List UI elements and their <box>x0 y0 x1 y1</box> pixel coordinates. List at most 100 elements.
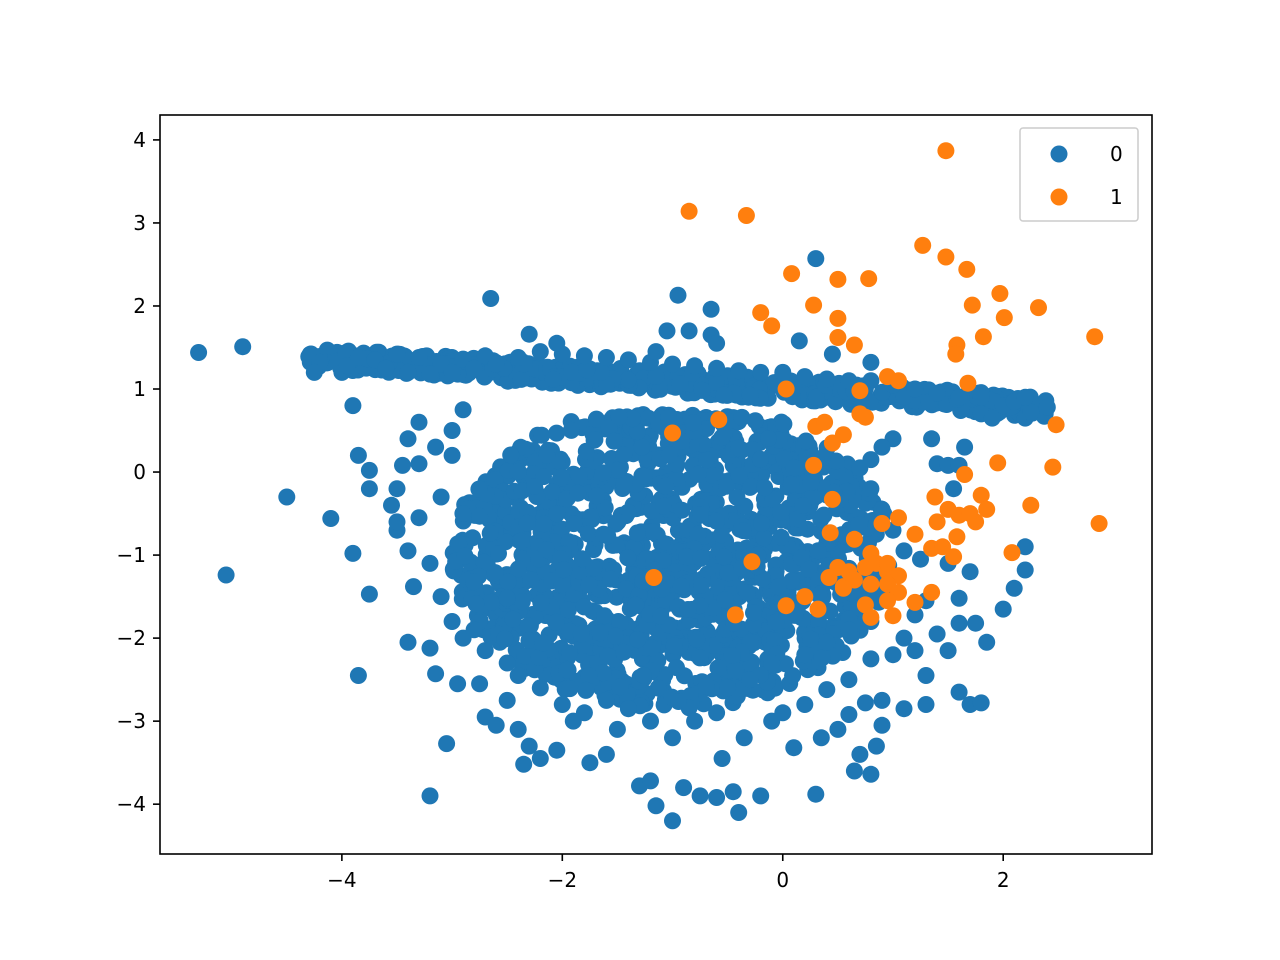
point-series-1 <box>829 309 847 327</box>
point-series-0 <box>515 755 533 773</box>
point-series-0 <box>818 633 836 651</box>
point-series-0 <box>470 480 488 498</box>
point-series-0 <box>719 564 737 582</box>
point-series-1 <box>967 513 985 531</box>
x-tick-label: 2 <box>997 868 1010 892</box>
point-series-0 <box>399 542 417 560</box>
point-series-0 <box>322 510 340 527</box>
point-series-0 <box>487 355 505 373</box>
point-series-0 <box>895 629 913 647</box>
point-series-0 <box>456 547 474 565</box>
point-series-0 <box>586 431 604 449</box>
point-series-1 <box>809 600 827 618</box>
point-series-1 <box>862 608 880 626</box>
point-series-1 <box>948 528 966 546</box>
point-series-0 <box>486 564 504 582</box>
point-series-0 <box>513 593 531 611</box>
point-series-0 <box>851 459 869 477</box>
point-series-0 <box>520 631 538 649</box>
point-series-0 <box>967 614 985 632</box>
point-series-0 <box>627 596 645 614</box>
point-series-0 <box>592 363 610 381</box>
point-series-0 <box>827 452 845 470</box>
point-series-0 <box>689 465 707 483</box>
point-series-1 <box>879 554 896 572</box>
point-series-1 <box>926 488 944 506</box>
point-series-0 <box>610 408 628 426</box>
point-series-0 <box>950 614 968 632</box>
point-series-0 <box>895 542 913 560</box>
point-series-0 <box>660 446 678 464</box>
point-series-0 <box>388 513 406 531</box>
point-series-0 <box>718 477 736 495</box>
point-series-0 <box>693 381 711 399</box>
point-series-0 <box>577 681 595 699</box>
point-series-1 <box>995 309 1013 327</box>
point-series-0 <box>509 560 527 578</box>
point-series-0 <box>615 475 633 493</box>
point-series-0 <box>349 349 367 366</box>
legend-marker-0 <box>1050 145 1068 163</box>
y-tick-label: 2 <box>133 294 146 318</box>
point-series-0 <box>496 630 514 648</box>
point-series-0 <box>774 704 792 722</box>
point-series-0 <box>769 578 787 596</box>
point-series-0 <box>867 737 885 755</box>
point-series-0 <box>763 654 781 672</box>
point-series-0 <box>619 371 637 389</box>
point-series-1 <box>974 328 992 346</box>
point-series-0 <box>531 679 549 697</box>
point-series-0 <box>615 643 633 661</box>
point-series-0 <box>278 488 296 506</box>
point-series-1 <box>934 538 952 556</box>
point-series-0 <box>628 524 646 542</box>
point-series-0 <box>591 624 609 642</box>
point-series-0 <box>535 515 553 533</box>
point-series-0 <box>349 667 367 684</box>
point-series-0 <box>594 525 612 543</box>
point-series-0 <box>588 487 606 505</box>
point-series-0 <box>555 561 573 579</box>
point-series-0 <box>753 515 771 532</box>
point-series-0 <box>421 639 439 657</box>
point-series-0 <box>502 446 520 464</box>
point-series-0 <box>689 525 707 543</box>
point-series-0 <box>377 359 395 377</box>
point-series-1 <box>890 509 907 527</box>
point-series-0 <box>1038 398 1056 416</box>
point-series-0 <box>633 438 651 456</box>
point-series-0 <box>570 468 588 486</box>
point-series-0 <box>647 367 665 385</box>
point-series-0 <box>644 523 662 541</box>
point-series-0 <box>658 322 676 340</box>
point-series-1 <box>664 424 681 442</box>
point-series-0 <box>471 507 489 525</box>
point-series-1 <box>834 426 852 444</box>
point-series-1 <box>958 260 976 278</box>
point-series-0 <box>686 357 704 375</box>
point-series-0 <box>703 466 721 484</box>
point-series-0 <box>741 671 759 689</box>
point-series-0 <box>815 506 833 524</box>
point-series-0 <box>873 500 891 518</box>
point-series-0 <box>785 459 803 477</box>
point-series-0 <box>482 290 500 307</box>
point-series-0 <box>487 716 505 734</box>
point-series-0 <box>498 654 516 672</box>
point-series-0 <box>520 737 538 755</box>
point-series-0 <box>360 461 378 479</box>
point-series-0 <box>708 373 725 391</box>
point-series-0 <box>619 351 637 369</box>
point-series-0 <box>499 573 517 591</box>
point-series-0 <box>669 286 687 304</box>
point-series-1 <box>914 236 932 254</box>
point-series-1 <box>906 525 924 543</box>
point-series-1 <box>645 569 663 586</box>
point-series-0 <box>810 612 828 630</box>
point-series-0 <box>394 456 411 474</box>
point-series-0 <box>399 363 417 381</box>
point-series-1 <box>777 380 795 398</box>
point-series-0 <box>575 598 593 616</box>
point-series-0 <box>533 426 551 444</box>
